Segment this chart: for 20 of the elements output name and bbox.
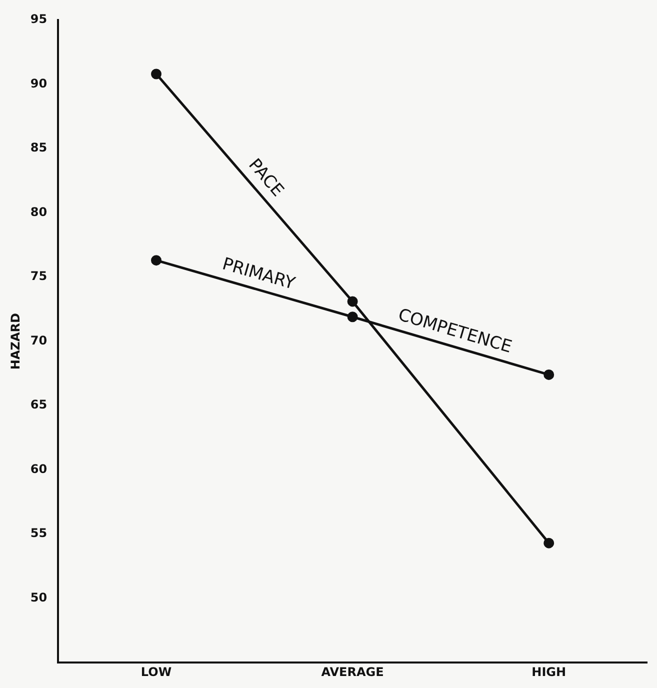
point: [544, 369, 554, 380]
point: [151, 255, 162, 266]
x-tick-label: HIGH: [532, 664, 566, 679]
x-tick-label: AVERAGE: [321, 664, 384, 679]
y-tick-label: 80: [30, 204, 48, 219]
point: [347, 296, 358, 307]
y-tick-label: 55: [30, 526, 48, 540]
y-tick-label: 95: [30, 12, 48, 26]
point: [544, 538, 554, 548]
y-tick-label: 70: [30, 333, 48, 348]
y-tick-label: 50: [30, 590, 48, 604]
y-tick-label: 60: [30, 462, 48, 476]
y-tick-label: 75: [30, 269, 48, 284]
y-axis-title: HAZARD: [8, 313, 22, 370]
point: [347, 312, 358, 322]
y-tick-label: 85: [30, 140, 48, 155]
y-tick-label: 65: [30, 398, 48, 412]
y-tick-label: 90: [30, 76, 48, 90]
x-tick-label: LOW: [140, 664, 172, 679]
point: [151, 68, 162, 80]
